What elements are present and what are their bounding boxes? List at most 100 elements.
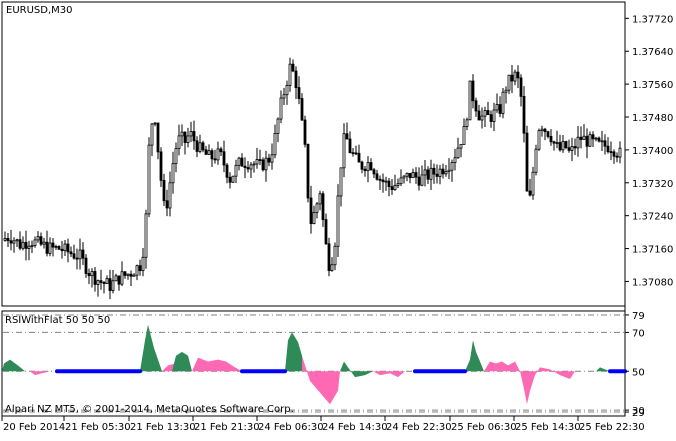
candle-body bbox=[567, 147, 571, 151]
time-tick-label: 25 Feb 22:30 bbox=[579, 422, 645, 433]
time-tick-label: 20 Feb 2014 bbox=[3, 422, 65, 433]
candle-body bbox=[105, 278, 109, 284]
candle-body bbox=[42, 241, 46, 245]
candle-body bbox=[333, 245, 337, 266]
candle-body bbox=[504, 89, 508, 93]
candle-body bbox=[219, 148, 223, 153]
candle-body bbox=[51, 242, 55, 248]
candle-body bbox=[366, 162, 370, 172]
candle-body bbox=[381, 179, 385, 183]
candle-body bbox=[522, 95, 526, 134]
price-tick-label: 1.37080 bbox=[632, 277, 673, 288]
candle-body bbox=[99, 280, 103, 283]
indicator-area-down bbox=[30, 371, 50, 376]
candle-body bbox=[222, 151, 226, 166]
candle-body bbox=[525, 132, 529, 192]
candle-body bbox=[465, 119, 469, 127]
candle-body bbox=[6, 238, 10, 242]
candle-body bbox=[456, 147, 460, 159]
candle-body bbox=[9, 240, 13, 244]
candle-body bbox=[342, 133, 346, 169]
candle-body bbox=[498, 104, 502, 114]
candle-body bbox=[132, 274, 136, 277]
candle-body bbox=[348, 138, 352, 154]
candle-body bbox=[246, 167, 250, 170]
candle-body bbox=[306, 143, 310, 199]
candle-body bbox=[291, 63, 295, 72]
candle-body bbox=[537, 130, 541, 150]
candle-body bbox=[198, 142, 202, 152]
candle-body bbox=[189, 131, 193, 137]
candle-body bbox=[87, 273, 91, 277]
candle-body bbox=[408, 172, 412, 179]
candle-body bbox=[183, 131, 187, 143]
price-tick-label: 1.37640 bbox=[632, 47, 673, 58]
candle-body bbox=[330, 264, 334, 271]
price-tick-label: 1.37400 bbox=[632, 146, 673, 157]
candle-body bbox=[438, 168, 442, 177]
candle-body bbox=[486, 110, 490, 116]
indicator-area-up bbox=[340, 361, 373, 378]
price-tick-label: 1.37480 bbox=[632, 113, 673, 124]
candle-body bbox=[114, 275, 118, 282]
candle-body bbox=[147, 144, 151, 215]
candle-body bbox=[354, 152, 358, 155]
candle-body bbox=[369, 162, 373, 171]
candle-body bbox=[357, 152, 361, 163]
candle-body bbox=[285, 85, 289, 96]
candle-body bbox=[276, 118, 280, 134]
candle-body bbox=[312, 211, 316, 225]
candle-body bbox=[96, 280, 100, 285]
candle-body bbox=[609, 151, 613, 154]
candle-body bbox=[432, 167, 436, 175]
indicator-area-down bbox=[484, 361, 520, 372]
candle-body bbox=[102, 282, 106, 284]
price-pane[interactable] bbox=[1, 1, 626, 307]
indicator-tick-label: 30 bbox=[632, 406, 645, 417]
candle-body bbox=[153, 122, 157, 125]
candle-body bbox=[123, 271, 127, 276]
candle-body bbox=[426, 169, 430, 180]
price-tick-label: 1.37720 bbox=[632, 14, 673, 25]
candle-body bbox=[234, 164, 238, 177]
candle-body bbox=[207, 150, 211, 155]
candle-body bbox=[576, 136, 580, 149]
time-tick-label: 24 Feb 06:30 bbox=[258, 422, 324, 433]
candle-body bbox=[84, 257, 88, 274]
copyright-text: Alpari NZ MT5, © 2001-2014, MetaQuotes S… bbox=[5, 404, 294, 415]
candle-body bbox=[360, 161, 364, 170]
candle-body bbox=[495, 104, 499, 111]
indicator-area-up bbox=[2, 359, 25, 372]
candle-body bbox=[288, 63, 292, 86]
indicator-label: RSIWithFlat 50 50 50 bbox=[5, 315, 110, 326]
candle-body bbox=[258, 159, 262, 161]
candle-body bbox=[450, 162, 454, 171]
time-tick-label: 24 Feb 14:30 bbox=[322, 422, 388, 433]
candle-body bbox=[411, 172, 415, 179]
candle-body bbox=[60, 248, 64, 252]
candle-body bbox=[534, 148, 538, 173]
candle-body bbox=[282, 94, 286, 99]
candle-body bbox=[339, 167, 343, 197]
candle-body bbox=[327, 243, 331, 271]
candle-body bbox=[135, 265, 139, 276]
candle-body bbox=[561, 141, 565, 151]
candle-body bbox=[177, 135, 181, 150]
indicator-pane[interactable] bbox=[1, 310, 626, 417]
time-tick-label: 21 Feb 13:30 bbox=[130, 422, 196, 433]
candle-body bbox=[402, 175, 406, 179]
candle-body bbox=[414, 172, 418, 178]
candle-body bbox=[243, 165, 247, 168]
candle-body bbox=[150, 123, 154, 146]
candle-body bbox=[126, 273, 130, 276]
candle-body bbox=[510, 74, 514, 82]
candle-body bbox=[582, 135, 586, 140]
candle-body bbox=[300, 98, 304, 121]
candle-body bbox=[387, 180, 391, 187]
candle-body bbox=[21, 241, 25, 249]
time-tick-label: 25 Feb 14:30 bbox=[515, 422, 581, 433]
candle-body bbox=[471, 80, 475, 102]
candle-body bbox=[336, 195, 340, 247]
candle-body bbox=[279, 97, 283, 120]
